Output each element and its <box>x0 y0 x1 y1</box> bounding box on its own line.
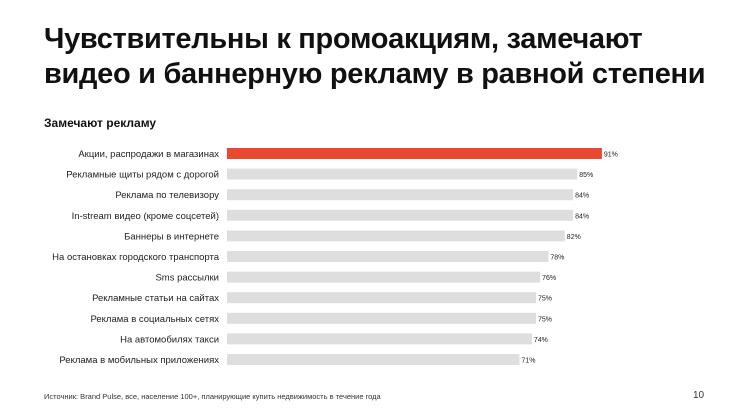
value-label: 74% <box>534 337 548 344</box>
bar <box>227 312 536 324</box>
slide-title-line2: видео и баннерную рекламу в равной степе… <box>44 58 706 90</box>
value-label: 84% <box>575 213 589 220</box>
bar <box>227 189 574 201</box>
bar <box>227 333 532 345</box>
value-label: 78% <box>550 255 564 262</box>
source-note: Источник: Brand Pulse, все, население 10… <box>44 392 381 401</box>
bar <box>227 209 574 221</box>
category-label: Баннеры в интернете <box>124 231 219 242</box>
value-label: 76% <box>542 275 556 282</box>
category-label: Акции, распродажи в магазинах <box>78 149 219 160</box>
page-number: 10 <box>693 390 705 401</box>
category-label: Рекламные щиты рядом с дорогой <box>66 170 219 181</box>
category-label: Рекламные статьи на сайтах <box>92 293 219 304</box>
slide-title: Чувствительны к промоакциям, замечают ви… <box>44 22 724 92</box>
category-label: На автомобилях такси <box>120 334 219 345</box>
bar <box>227 292 536 304</box>
bar <box>227 271 541 283</box>
value-label: 71% <box>522 358 536 365</box>
chart-title: Замечают рекламу <box>44 116 157 130</box>
category-label: Sms рассылки <box>155 273 219 284</box>
category-label: Реклама по телевизору <box>115 190 219 201</box>
value-label: 91% <box>604 152 618 159</box>
bar <box>227 168 578 180</box>
value-label: 75% <box>538 316 552 323</box>
bar <box>227 354 520 365</box>
bar <box>227 251 549 262</box>
value-label: 82% <box>567 234 581 241</box>
category-label: In-stream видео (кроме соцсетей) <box>72 211 219 222</box>
category-label: На остановках городского транспорта <box>52 252 220 263</box>
slide-title-line1: Чувствительны к промоакциям, замечают <box>44 23 643 55</box>
value-label: 75% <box>538 296 552 303</box>
category-label: Реклама в социальных сетях <box>90 314 219 325</box>
value-label: 84% <box>575 193 589 200</box>
bar <box>227 230 565 242</box>
bar <box>227 148 602 159</box>
value-label: 85% <box>579 172 593 179</box>
category-label: Реклама в мобильных приложениях <box>59 355 219 366</box>
